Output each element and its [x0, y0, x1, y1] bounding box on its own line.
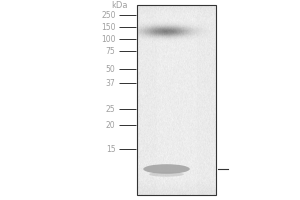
- Bar: [136, 5, 216, 195]
- Text: 20: 20: [106, 120, 116, 130]
- Text: 100: 100: [101, 34, 116, 44]
- Text: 15: 15: [106, 144, 116, 154]
- Text: 50: 50: [106, 64, 116, 73]
- Text: 250: 250: [101, 10, 116, 20]
- Ellipse shape: [149, 172, 184, 177]
- Ellipse shape: [143, 164, 190, 174]
- Text: 150: 150: [101, 22, 116, 31]
- Text: 25: 25: [106, 105, 116, 114]
- Text: kDa: kDa: [112, 1, 128, 10]
- Text: 37: 37: [106, 78, 116, 88]
- Text: 75: 75: [106, 46, 116, 55]
